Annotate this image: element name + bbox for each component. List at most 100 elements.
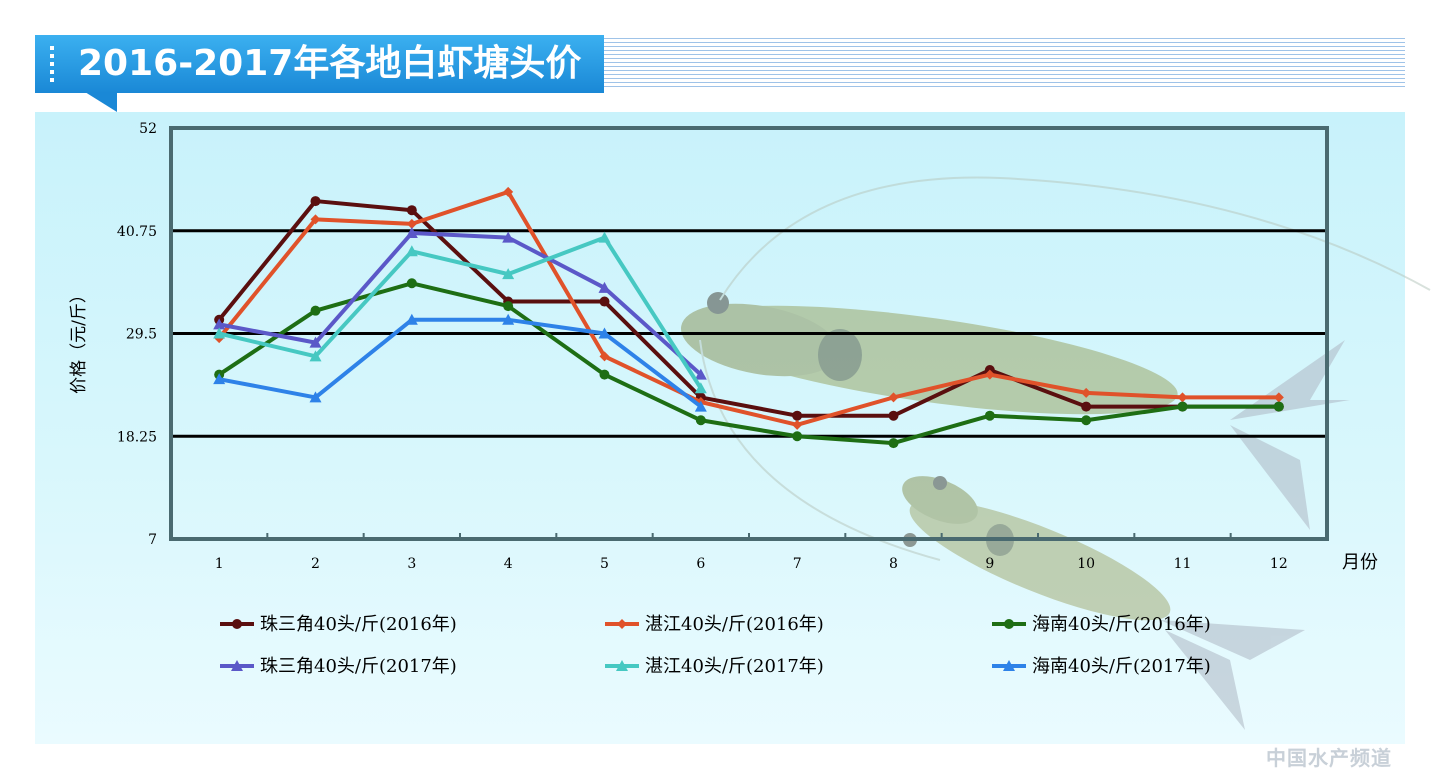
decorative-stripes — [604, 38, 1405, 90]
chart-title: 2016-2017年各地白虾塘头价 — [78, 43, 582, 84]
data-point — [1081, 401, 1092, 412]
x-tick-label: 11 — [1174, 556, 1192, 572]
legend-label: 湛江40头/斤(2017年) — [645, 656, 824, 677]
legend-item: 海南40头/斤(2016年) — [992, 614, 1211, 635]
series-line — [218, 235, 703, 390]
data-point — [1081, 387, 1092, 398]
data-point — [503, 301, 514, 312]
data-point — [405, 245, 418, 257]
data-point — [598, 281, 611, 293]
watermark-logo: 中国水产频道 — [1266, 746, 1392, 770]
data-point — [599, 296, 610, 307]
legend-label: 海南40头/斤(2016年) — [1032, 614, 1211, 635]
legend-marker — [231, 660, 243, 671]
legend: 珠三角40头/斤(2016年) 湛江40头/斤(2016年) 海南40头/斤(201… — [220, 614, 1211, 677]
legend-label: 珠三角40头/斤(2016年) — [260, 614, 457, 635]
data-point — [213, 318, 226, 330]
x-tick-label: 3 — [407, 556, 416, 572]
series-3 — [213, 227, 707, 380]
legend-item: 珠三角40头/斤(2017年) — [220, 656, 457, 677]
legend-item: 湛江40头/斤(2016年) — [605, 614, 824, 635]
series-line — [217, 199, 1279, 418]
data-point — [694, 382, 707, 394]
y-tick-label: 52 — [139, 121, 157, 137]
data-point — [405, 313, 418, 325]
legend-label: 珠三角40头/斤(2017年) — [260, 656, 457, 677]
data-point — [502, 268, 515, 280]
data-point — [888, 438, 899, 449]
data-point — [406, 205, 417, 216]
series-line — [218, 317, 703, 409]
data-point — [984, 369, 995, 380]
data-point — [1081, 415, 1092, 426]
data-point — [1273, 401, 1284, 412]
x-tick-label: 6 — [696, 556, 705, 572]
legend-marker — [617, 619, 627, 629]
series-5 — [213, 313, 707, 412]
data-point — [213, 373, 226, 385]
data-point — [695, 415, 706, 426]
data-point — [310, 214, 321, 225]
legend-item: 海南40头/斤(2017年) — [992, 656, 1211, 677]
shrimp-illustration — [680, 176, 1431, 730]
data-point — [694, 368, 707, 380]
data-point — [309, 391, 322, 403]
x-tick-label: 2 — [311, 556, 320, 572]
series-4 — [213, 231, 707, 394]
x-tick-label: 12 — [1270, 556, 1288, 572]
data-point — [309, 350, 322, 362]
series-line — [217, 189, 1279, 427]
y-tick-label: 40.75 — [117, 224, 157, 240]
series-2 — [214, 278, 1284, 449]
legend-item: 珠三角40头/斤(2016年) — [220, 614, 457, 635]
data-point — [406, 278, 417, 289]
data-point — [1177, 392, 1188, 403]
title-dash-decoration — [50, 46, 54, 82]
data-point — [599, 351, 610, 362]
legend-label: 海南40头/斤(2017年) — [1032, 656, 1211, 677]
data-point — [502, 231, 515, 243]
title-banner-tail — [85, 92, 117, 112]
data-point — [792, 431, 803, 442]
series-line — [218, 281, 1279, 446]
x-tick-label: 7 — [793, 556, 802, 572]
legend-marker — [616, 660, 628, 671]
legend-marker — [232, 619, 242, 629]
legend-label: 湛江40头/斤(2016年) — [645, 614, 824, 635]
y-tick-label: 18.25 — [117, 429, 157, 445]
x-tick-label: 8 — [889, 556, 898, 572]
data-point — [213, 327, 226, 339]
y-axis-title: 价格（元/斤） — [69, 286, 89, 394]
data-point — [599, 369, 610, 380]
data-point — [309, 336, 322, 348]
title-banner — [35, 35, 604, 93]
data-point — [694, 400, 707, 412]
data-point — [406, 218, 417, 229]
data-point — [792, 410, 803, 421]
y-tick-label: 29.5 — [126, 327, 157, 343]
data-point — [502, 313, 515, 325]
data-point — [1177, 401, 1188, 412]
x-axis-title: 月份 — [1342, 552, 1378, 573]
x-tick-label: 1 — [215, 556, 224, 572]
data-point — [405, 227, 418, 239]
legend-item: 湛江40头/斤(2017年) — [605, 656, 824, 677]
legend-marker — [1004, 619, 1014, 629]
data-point — [503, 186, 514, 197]
series-1 — [214, 186, 1284, 430]
data-point — [598, 231, 611, 243]
data-point — [792, 419, 803, 430]
x-tick-label: 9 — [985, 556, 994, 572]
data-point — [888, 392, 899, 403]
series-line — [218, 231, 703, 377]
data-point — [598, 327, 611, 339]
y-tick-label: 7 — [148, 532, 157, 548]
x-tick-label: 4 — [504, 556, 513, 572]
x-tick-label: 10 — [1077, 556, 1095, 572]
data-point — [310, 196, 321, 207]
data-point — [1273, 392, 1284, 403]
data-point — [310, 305, 321, 316]
x-tick-label: 5 — [600, 556, 609, 572]
